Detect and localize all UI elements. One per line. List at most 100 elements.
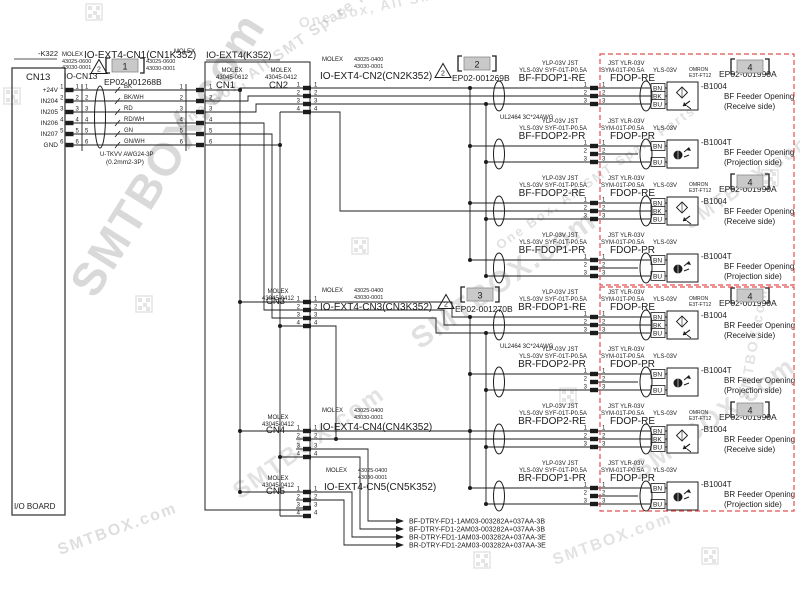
pin-number: 3	[602, 442, 606, 448]
pin-number: 2	[584, 91, 588, 97]
signal-name: GND	[44, 142, 59, 149]
junction-dot	[484, 502, 488, 506]
cable-bundle-icon	[639, 195, 653, 227]
tag-bracket	[495, 286, 500, 303]
pin-number: 2	[584, 377, 588, 383]
connector-spec: YLP-03V JST	[542, 404, 579, 410]
pin-number: 6	[60, 140, 64, 146]
output-cable-label: BR-DTRY-FD1-2AM03-003282A+037AA-3E	[409, 543, 546, 550]
pin-number: 3	[60, 107, 64, 113]
sensor-description: BR Feeder Opening	[724, 435, 795, 444]
wire-color-label: BU	[653, 160, 662, 167]
sensor-side: (Receive side)	[724, 217, 775, 226]
pin-contact	[303, 315, 311, 321]
part-tag-number: 4	[747, 63, 752, 73]
pin-number: 2	[602, 434, 606, 440]
signal-name: IN207	[41, 131, 59, 138]
wire-color-label: BU	[653, 502, 662, 509]
signal-name: IN204	[41, 98, 59, 105]
tag-bracket	[460, 286, 465, 303]
pin-number: 1	[584, 83, 588, 89]
harness-name: BR-FDOP2-RE	[518, 416, 586, 427]
pin-number: 1	[314, 297, 318, 303]
pin-number: 2	[297, 495, 301, 501]
pin-contact	[303, 428, 311, 434]
pin-number: 1	[602, 483, 606, 489]
pin-number: 1	[297, 297, 301, 303]
cable-bundle-icon	[639, 80, 653, 112]
tag-bracket	[730, 287, 735, 304]
sensor-description: BR Feeder Opening	[724, 376, 795, 385]
sensor-side: (Receive side)	[724, 102, 775, 111]
sensor-side: (Projection side)	[724, 272, 782, 281]
mfr-label: MOLEX	[267, 415, 288, 421]
pin-number: 6	[209, 140, 213, 146]
sensor-ref: -B1004	[701, 197, 727, 206]
part-number: 43045-0412	[262, 422, 295, 428]
sensor-code: EP02-001990A	[719, 298, 777, 308]
junction-dot	[238, 88, 242, 92]
pin-contact	[590, 257, 598, 263]
wire	[683, 496, 690, 500]
io-board-outline	[11, 67, 66, 516]
tag-bracket	[457, 55, 462, 72]
pin-number: 2	[602, 206, 606, 212]
junction-dot	[484, 331, 488, 335]
part-number: 43045-0412	[262, 296, 295, 302]
pin-contact	[590, 208, 598, 214]
signal-name: IN206	[41, 120, 59, 127]
connector-name: CN1	[216, 80, 235, 91]
mfr-label: MOLEX	[267, 289, 288, 295]
harness-title: IO-EXT4-CN2(CN2K352)	[320, 71, 432, 82]
mfr-label: MOLEX	[221, 68, 242, 74]
pin-contact	[65, 98, 74, 104]
pin-number: 3	[602, 99, 606, 105]
part-number: 43025-0600	[62, 59, 91, 65]
watermark-qr-icon	[559, 387, 577, 405]
mfr-label: MOLEX	[267, 476, 288, 482]
pin-contact	[303, 101, 311, 107]
pin-number: 2	[297, 305, 301, 311]
pin-number: 1	[297, 487, 301, 493]
connector-spec: YLS-03V SYF-01T-P0.5A	[519, 411, 587, 417]
connector-spec: YLS-03V	[653, 240, 677, 246]
pin-contact	[590, 273, 598, 279]
wire	[686, 448, 692, 453]
part-tag-number: 4	[747, 406, 752, 416]
cable-bundle-icon	[493, 366, 505, 398]
pin-number: 3	[314, 313, 318, 319]
wire	[683, 154, 690, 158]
pin-number: 4	[297, 321, 301, 327]
pin-number: 1	[584, 141, 588, 147]
receiver-sensor-icon	[675, 86, 692, 110]
junction-dot	[468, 86, 472, 90]
wire-color-label: BU	[653, 274, 662, 281]
connector-name: CN3	[266, 296, 285, 307]
wire	[205, 133, 303, 319]
part-tag-number: 4	[747, 178, 752, 188]
part-number: 43045-0412	[265, 75, 298, 81]
sensor-model: E3T-FT12	[689, 188, 711, 194]
tag-bracket	[105, 57, 110, 74]
part-number: 43045-0612	[216, 75, 249, 81]
pin-number: 2	[602, 263, 606, 269]
pin-contact	[590, 159, 598, 165]
junction-dot	[334, 437, 338, 441]
bf-sensor-group-outline	[599, 53, 795, 286]
pin-number: 1	[76, 85, 80, 91]
pin-number: 3	[602, 214, 606, 220]
part-tag-number: 1	[122, 62, 127, 72]
pin-number: 3	[314, 444, 318, 450]
pin-number: 3	[314, 503, 318, 509]
pin-contact	[590, 493, 598, 499]
junction-dot	[484, 274, 488, 278]
connector-spec: SYM-01T-P0.5A	[601, 411, 644, 417]
junction-dot	[468, 372, 472, 376]
pin-number: 2	[584, 491, 588, 497]
connector-spec: JST YLR-03V	[608, 461, 644, 467]
connector-spec: YLP-03V JST	[542, 119, 579, 125]
connector-spec: YLS-03V	[653, 411, 677, 417]
wire	[205, 122, 303, 311]
